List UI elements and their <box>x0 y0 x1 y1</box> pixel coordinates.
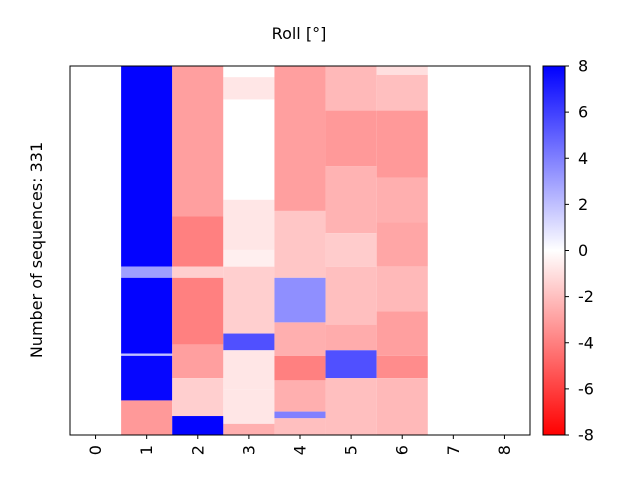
heatmap-cell-col6-band3 <box>376 177 428 223</box>
x-tick-label-4: 4 <box>291 445 310 455</box>
heatmap-cell-col6-band2 <box>376 110 428 178</box>
x-tick-label-8: 8 <box>495 445 514 455</box>
heatmap-cell-col2-band6 <box>172 416 224 435</box>
colorbar-tick-label--8: -8 <box>578 426 594 445</box>
heatmap-cell-col5-band6 <box>325 350 377 379</box>
heatmap-cell-col6-band5 <box>376 266 428 312</box>
heatmap-cell-col6-band4 <box>376 222 428 267</box>
x-tick-label-3: 3 <box>239 445 258 455</box>
heatmap-cell-col3-band2 <box>223 99 275 200</box>
heatmap-cell-col3-band9 <box>223 423 275 435</box>
heatmap-cell-col1-band3 <box>121 353 173 356</box>
heatmap-cell-col3-band8 <box>223 389 275 424</box>
heatmap-cell-col6-band7 <box>376 355 428 379</box>
colorbar-tick-label-2: 2 <box>578 195 588 214</box>
heatmap-cell-col2-band4 <box>172 344 224 379</box>
heatmap-cell-col4-band0 <box>274 66 326 211</box>
heatmap-cell-col1-band0 <box>121 66 173 267</box>
heatmap-cell-col1-band4 <box>121 355 173 401</box>
heatmap-cell-col6-band0 <box>376 66 428 75</box>
heatmap-cell-col4-band7 <box>274 418 326 435</box>
heatmap-cell-col5-band2 <box>325 166 377 234</box>
colorbar-tick-label-0: 0 <box>578 241 588 260</box>
colorbar-tick-label-4: 4 <box>578 149 588 168</box>
heatmap-cell-col1-band1 <box>121 266 173 278</box>
x-tick-label-7: 7 <box>444 445 463 455</box>
heatmap-cell-col5-band0 <box>325 66 377 111</box>
heatmap-cell-col3-band6 <box>223 333 275 351</box>
colorbar-tick-label--2: -2 <box>578 287 594 306</box>
heatmap-cells <box>121 66 428 435</box>
heatmap-cell-col3-band5 <box>223 266 275 334</box>
heatmap-cell-col6-band6 <box>376 311 428 356</box>
heatmap-cell-col5-band5 <box>325 324 377 351</box>
colorbar-tick-label-8: 8 <box>578 57 588 76</box>
x-tick-label-6: 6 <box>393 445 412 455</box>
heatmap-cell-col3-band4 <box>223 249 275 267</box>
heatmap-cell-col5-band3 <box>325 233 377 267</box>
heatmap-cell-col3-band7 <box>223 350 275 390</box>
x-tick-label-5: 5 <box>342 445 361 455</box>
colorbar-ticks: 8 6 4 2 0 -2 -4 -6 -8 <box>565 57 594 445</box>
heatmap-cell-col1-band2 <box>121 277 173 354</box>
x-tick-label-0: 0 <box>86 445 105 455</box>
heatmap-cell-col3-band1 <box>223 77 275 100</box>
heatmap-cell-col5-band7 <box>325 378 377 435</box>
heatmap-cell-col2-band1 <box>172 216 224 267</box>
heatmap-cell-col6-band1 <box>376 74 428 111</box>
heatmap-cell-col5-band4 <box>325 266 377 325</box>
heatmap-cell-col4-band1 <box>274 210 326 278</box>
heatmap-cell-col2-band3 <box>172 277 224 345</box>
y-axis-label: Number of sequences: 331 <box>27 142 46 358</box>
colorbar <box>542 65 566 436</box>
heatmap-cell-col4-band3 <box>274 322 326 356</box>
heatmap-cell-col1-band5 <box>121 400 173 435</box>
heatmap-cell-col5-band1 <box>325 110 377 167</box>
heatmap-cell-col2-band2 <box>172 266 224 278</box>
chart-title: Roll [°] <box>272 24 327 43</box>
heatmap-cell-col4-band6 <box>274 411 326 419</box>
heatmap-cell-col3-band3 <box>223 199 275 250</box>
heatmap-cell-col3-band0 <box>223 66 275 78</box>
colorbar-tick-label--6: -6 <box>578 379 594 398</box>
colorbar-tick-label-6: 6 <box>578 103 588 122</box>
heatmap-cell-col2-band5 <box>172 378 224 417</box>
heatmap-cell-col2-band0 <box>172 66 224 217</box>
x-tick-label-2: 2 <box>188 445 207 455</box>
heatmap-cell-col4-band2 <box>274 277 326 323</box>
heatmap-cell-col4-band5 <box>274 380 326 412</box>
heatmap-cell-col6-band8 <box>376 378 428 435</box>
colorbar-tick-label--4: -4 <box>578 333 594 352</box>
heatmap-cell-col4-band4 <box>274 355 326 381</box>
x-tick-label-1: 1 <box>137 445 156 455</box>
x-axis-ticks: 0 1 2 3 4 5 6 7 8 <box>86 435 514 455</box>
